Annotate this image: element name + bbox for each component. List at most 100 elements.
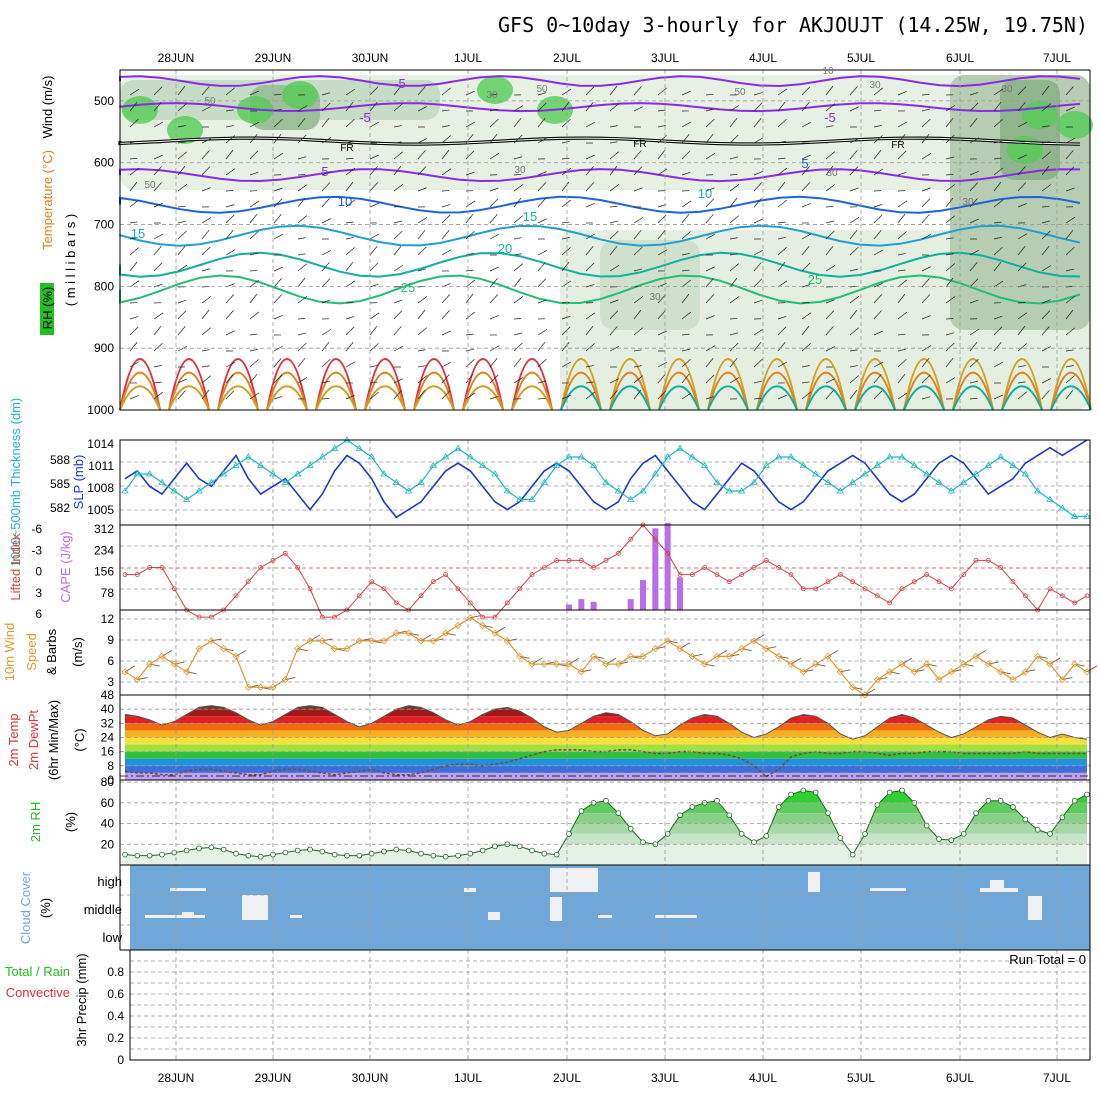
wind-barb bbox=[897, 392, 908, 400]
wind-barb bbox=[417, 375, 427, 384]
wind-barb bbox=[705, 234, 716, 240]
wind-barb bbox=[777, 261, 786, 272]
wind-speed-marker bbox=[676, 645, 684, 653]
wind-barb bbox=[297, 317, 306, 320]
wind-barb bbox=[585, 312, 596, 320]
lifted-marker bbox=[147, 565, 153, 570]
rh-marker bbox=[442, 853, 449, 860]
wind-barb bbox=[945, 237, 954, 240]
wind-barb bbox=[801, 203, 811, 208]
thickness-marker bbox=[281, 478, 290, 485]
wind-barb bbox=[513, 318, 522, 320]
wind-barb bbox=[873, 87, 884, 96]
axis-tick-label: 60 bbox=[101, 796, 115, 810]
wind-speed-marker bbox=[281, 675, 289, 684]
wind-barb bbox=[465, 213, 474, 224]
wind-barb bbox=[1065, 106, 1075, 112]
rh-marker bbox=[849, 851, 856, 858]
wind-barb bbox=[729, 215, 739, 224]
wind-barb bbox=[369, 262, 379, 272]
wind-barb bbox=[897, 269, 906, 272]
rh-marker bbox=[307, 846, 313, 853]
wind-barb bbox=[513, 357, 522, 368]
wind-barb bbox=[129, 140, 139, 144]
wind-barb bbox=[609, 141, 618, 144]
wind-barb bbox=[897, 279, 908, 288]
lifted-marker bbox=[566, 558, 572, 563]
wind-barb bbox=[633, 296, 644, 304]
wind-barb bbox=[585, 365, 594, 368]
wind-barb bbox=[897, 134, 906, 144]
wind-barb bbox=[609, 299, 619, 304]
thickness-marker bbox=[1046, 495, 1054, 502]
wind-barb bbox=[1017, 102, 1026, 112]
temp-band bbox=[125, 758, 1087, 766]
axis-tick-label: 6 bbox=[107, 654, 114, 668]
cape-bar bbox=[627, 599, 634, 610]
surface-wind-barb bbox=[766, 646, 777, 650]
wind-barb bbox=[201, 268, 211, 272]
wind-barb bbox=[225, 109, 234, 112]
wind-barb bbox=[801, 233, 812, 240]
wind-barb bbox=[969, 262, 978, 272]
wind-barb bbox=[201, 217, 212, 224]
wind-barb bbox=[705, 93, 714, 96]
date-tick-label: 29JUN bbox=[255, 1071, 292, 1085]
wind-barb bbox=[681, 293, 690, 304]
wind-speed-marker bbox=[775, 652, 783, 660]
wind-barb bbox=[969, 380, 979, 384]
wind-barb bbox=[513, 134, 523, 144]
wind-barb bbox=[633, 375, 643, 384]
wind-barb bbox=[777, 167, 788, 176]
lifted-marker bbox=[936, 579, 942, 585]
wind-barb bbox=[585, 325, 594, 336]
wind-barb bbox=[489, 396, 499, 400]
warm-isotherm-loop bbox=[707, 385, 749, 411]
lifted-marker bbox=[245, 579, 251, 585]
temp-band bbox=[125, 744, 1087, 752]
rh-marker bbox=[134, 852, 141, 859]
wind-barb bbox=[825, 141, 834, 144]
thickness-marker bbox=[577, 453, 586, 460]
wind-barb bbox=[177, 205, 186, 208]
wind-barb bbox=[273, 294, 282, 304]
wind-speed-marker bbox=[183, 668, 191, 676]
slp-tick-label: 1014 bbox=[87, 437, 114, 451]
wind-barb bbox=[609, 265, 620, 272]
wind-speed-marker bbox=[158, 652, 166, 660]
isotherm-label: -5 bbox=[824, 110, 836, 125]
wind-barb bbox=[585, 203, 595, 208]
wind-barb bbox=[609, 125, 618, 128]
wind-barb bbox=[705, 118, 715, 128]
wind-barb bbox=[153, 391, 164, 400]
wind-barb bbox=[297, 277, 306, 288]
wind-barb bbox=[897, 373, 906, 384]
wind-barb bbox=[681, 348, 690, 352]
wind-barb bbox=[537, 137, 548, 144]
lifted-marker bbox=[319, 614, 325, 620]
wind-barb bbox=[1017, 343, 1027, 352]
surface-wind-barb bbox=[655, 646, 666, 650]
lifted-marker bbox=[652, 536, 658, 542]
lifted-marker bbox=[813, 586, 819, 592]
lifted-marker bbox=[874, 593, 880, 599]
wind-barb bbox=[825, 346, 836, 352]
warm-isotherm-loop bbox=[658, 385, 700, 411]
lifted-marker bbox=[554, 558, 560, 563]
rh-marker bbox=[825, 810, 831, 816]
lifted-marker bbox=[763, 558, 769, 563]
wind-barb bbox=[585, 391, 596, 400]
wind-speed-marker bbox=[318, 637, 326, 645]
wind-barb bbox=[321, 250, 332, 256]
wind-barb bbox=[633, 246, 643, 256]
wind-barb bbox=[441, 87, 451, 96]
wind-barb bbox=[201, 138, 211, 144]
warm-isotherm-loop bbox=[168, 358, 210, 411]
thickness-marker bbox=[996, 453, 1005, 460]
rh-marker bbox=[183, 847, 190, 854]
wind-barb bbox=[657, 125, 666, 128]
wind-barb bbox=[897, 213, 906, 224]
wind-barb bbox=[321, 380, 331, 384]
wind-speed-marker bbox=[984, 660, 992, 668]
warm-isotherm-loop bbox=[854, 371, 896, 411]
